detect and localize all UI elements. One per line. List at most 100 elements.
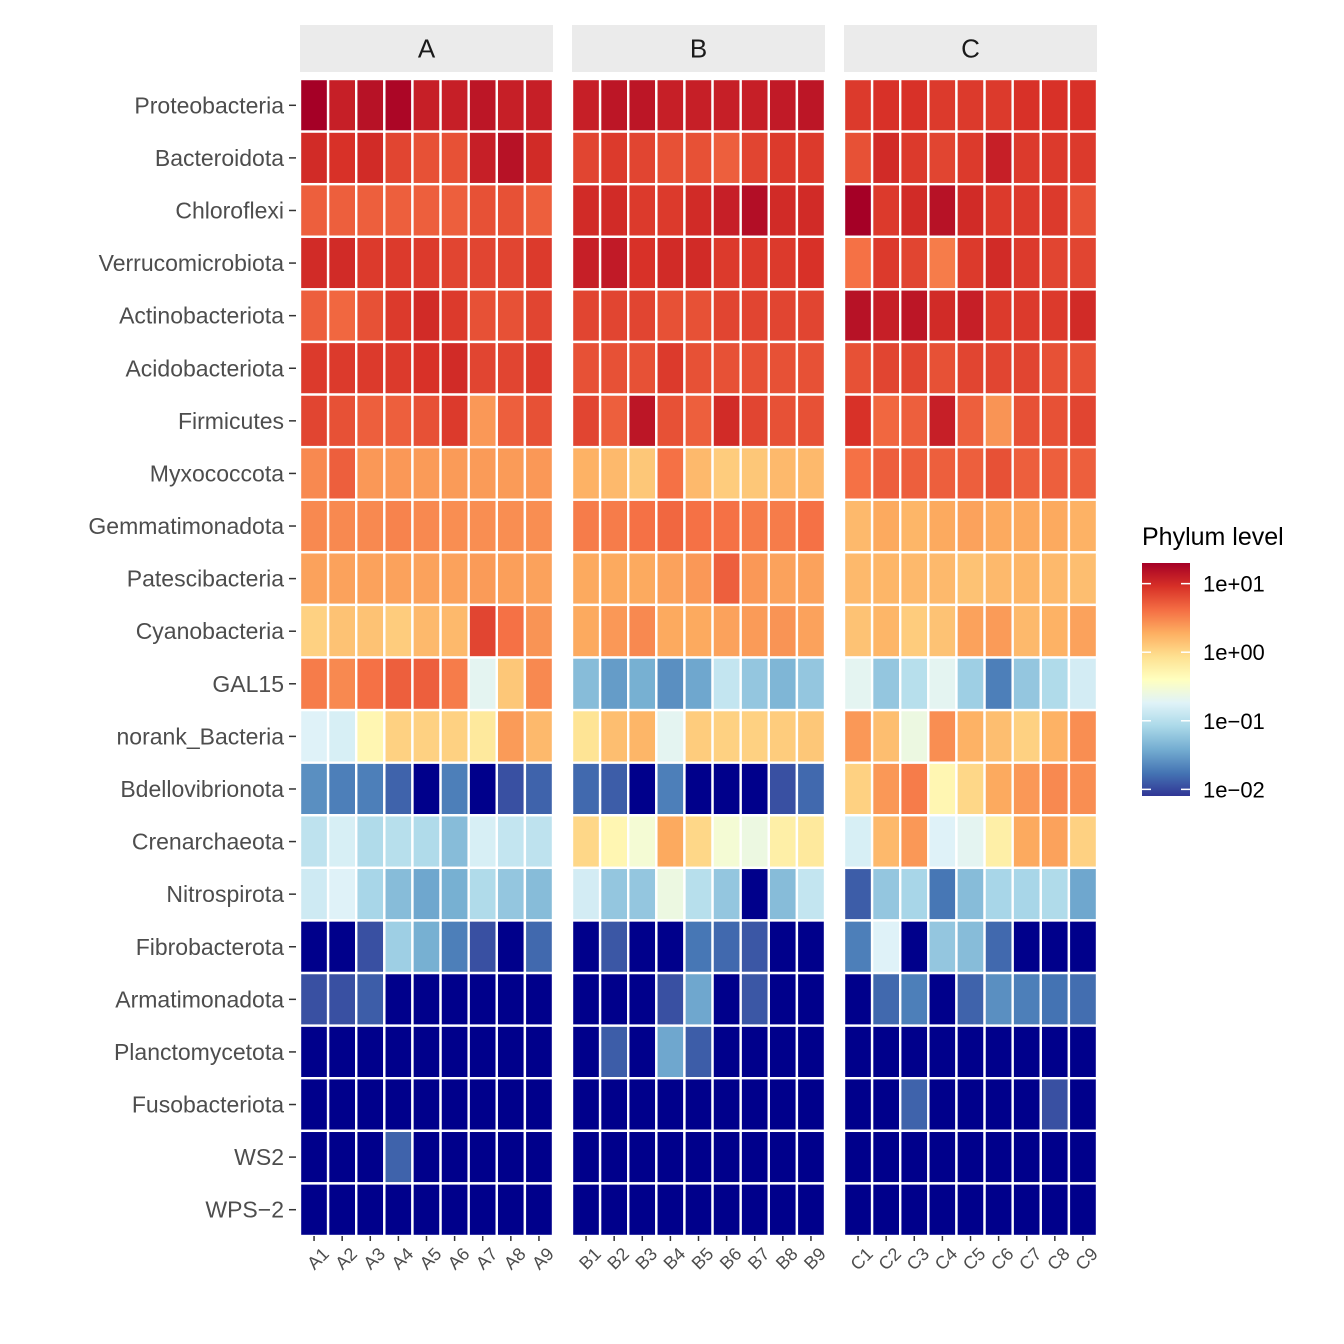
heatmap-cell: [1039, 182, 1071, 238]
heatmap-cell: [842, 866, 874, 922]
heatmap-cell: [683, 708, 714, 764]
heatmap-cell: [467, 498, 498, 554]
heatmap-cell: [383, 77, 414, 133]
heatmap-cell: [739, 708, 770, 764]
heatmap-cell: [355, 1024, 386, 1080]
heatmap-cell: [983, 288, 1014, 344]
heatmap-cell: [842, 971, 874, 1027]
heatmap-cell: [842, 551, 874, 607]
heatmap-cell: [683, 182, 714, 238]
heatmap-cell: [570, 340, 602, 396]
heatmap-cell: [495, 551, 527, 607]
heatmap-cell: [570, 445, 602, 501]
heatmap-cell: [983, 1182, 1014, 1238]
heatmap-cell: [570, 551, 602, 607]
heatmap-cell: [655, 498, 686, 554]
heatmap-cell: [739, 182, 770, 238]
heatmap-cell: [598, 761, 630, 817]
heatmap-cell: [326, 130, 358, 186]
heatmap-cell: [655, 1077, 686, 1133]
heatmap-cell: [355, 393, 386, 449]
heatmap-cell: [739, 551, 770, 607]
heatmap-cell: [739, 971, 770, 1027]
heatmap-cell: [655, 288, 686, 344]
heatmap-cell: [326, 235, 358, 291]
heatmap-cell: [870, 1024, 902, 1080]
heatmap-cell: [383, 814, 414, 870]
heatmap-cell: [598, 77, 630, 133]
heatmap-cell: [795, 551, 827, 607]
heatmap-cell: [383, 393, 414, 449]
heatmap-cell: [711, 288, 742, 344]
heatmap-cell: [899, 1024, 930, 1080]
heatmap-cell: [1067, 77, 1099, 133]
heatmap-cell: [355, 182, 386, 238]
heatmap-cell: [899, 130, 930, 186]
x-tick-label: A4: [388, 1244, 418, 1274]
heatmap-cell: [627, 1024, 658, 1080]
heatmap-cell: [598, 656, 630, 712]
heatmap-cell: [767, 445, 799, 501]
heatmap-cell: [411, 971, 442, 1027]
x-tick-label: A5: [416, 1244, 446, 1274]
heatmap-cell: [411, 498, 442, 554]
heatmap-cell: [899, 445, 930, 501]
heatmap-cell: [1011, 1077, 1042, 1133]
heatmap-cell: [523, 235, 555, 291]
heatmap-cell: [355, 551, 386, 607]
heatmap-cell: [870, 761, 902, 817]
heatmap-cell: [683, 1182, 714, 1238]
heatmap-cell: [927, 551, 958, 607]
heatmap-cell: [767, 77, 799, 133]
heatmap-cell: [842, 77, 874, 133]
heatmap-cell: [467, 603, 498, 659]
heatmap-cell: [683, 1024, 714, 1080]
heatmap-cell: [983, 445, 1014, 501]
heatmap-cell: [655, 814, 686, 870]
heatmap-cell: [870, 1129, 902, 1185]
heatmap-cell: [739, 1182, 770, 1238]
heatmap-cell: [927, 498, 958, 554]
x-tick-label: B7: [744, 1244, 774, 1274]
heatmap-cell: [739, 656, 770, 712]
heatmap-cell: [983, 971, 1014, 1027]
legend-tick-label: 1e+01: [1203, 572, 1265, 597]
heatmap-cell: [1039, 1024, 1071, 1080]
heatmap-cell: [439, 866, 470, 922]
heatmap-cell: [955, 1024, 986, 1080]
heatmap-cell: [1039, 77, 1071, 133]
heatmap-cell: [767, 1182, 799, 1238]
heatmap-cell: [1039, 603, 1071, 659]
heatmap-cell: [598, 445, 630, 501]
heatmap-cell: [570, 603, 602, 659]
y-tick-label: WS2: [234, 1144, 284, 1170]
heatmap-cell: [1011, 708, 1042, 764]
heatmap-cell: [411, 77, 442, 133]
heatmap-cell: [598, 971, 630, 1027]
heatmap-cell: [383, 761, 414, 817]
heatmap-cell: [1067, 1077, 1099, 1133]
heatmap-cell: [842, 182, 874, 238]
heatmap-cell: [439, 182, 470, 238]
heatmap-cell: [1067, 814, 1099, 870]
heatmap-cell: [870, 1182, 902, 1238]
heatmap-cell: [739, 340, 770, 396]
heatmap-cell: [627, 1077, 658, 1133]
facet-strip: [572, 25, 825, 72]
heatmap-cell: [655, 656, 686, 712]
heatmap-cell: [627, 656, 658, 712]
heatmap-cell: [955, 761, 986, 817]
heatmap-cell: [927, 1182, 958, 1238]
heatmap-cell: [1011, 814, 1042, 870]
heatmap-cell: [767, 235, 799, 291]
heatmap-cell: [570, 814, 602, 870]
heatmap-cell: [842, 656, 874, 712]
heatmap-cell: [355, 130, 386, 186]
heatmap-cell: [1011, 1024, 1042, 1080]
heatmap-cell: [739, 393, 770, 449]
heatmap-cell: [983, 551, 1014, 607]
heatmap-cell: [467, 1024, 498, 1080]
facet-strip: [844, 25, 1097, 72]
heatmap-cell: [326, 288, 358, 344]
heatmap-cell: [439, 919, 470, 975]
